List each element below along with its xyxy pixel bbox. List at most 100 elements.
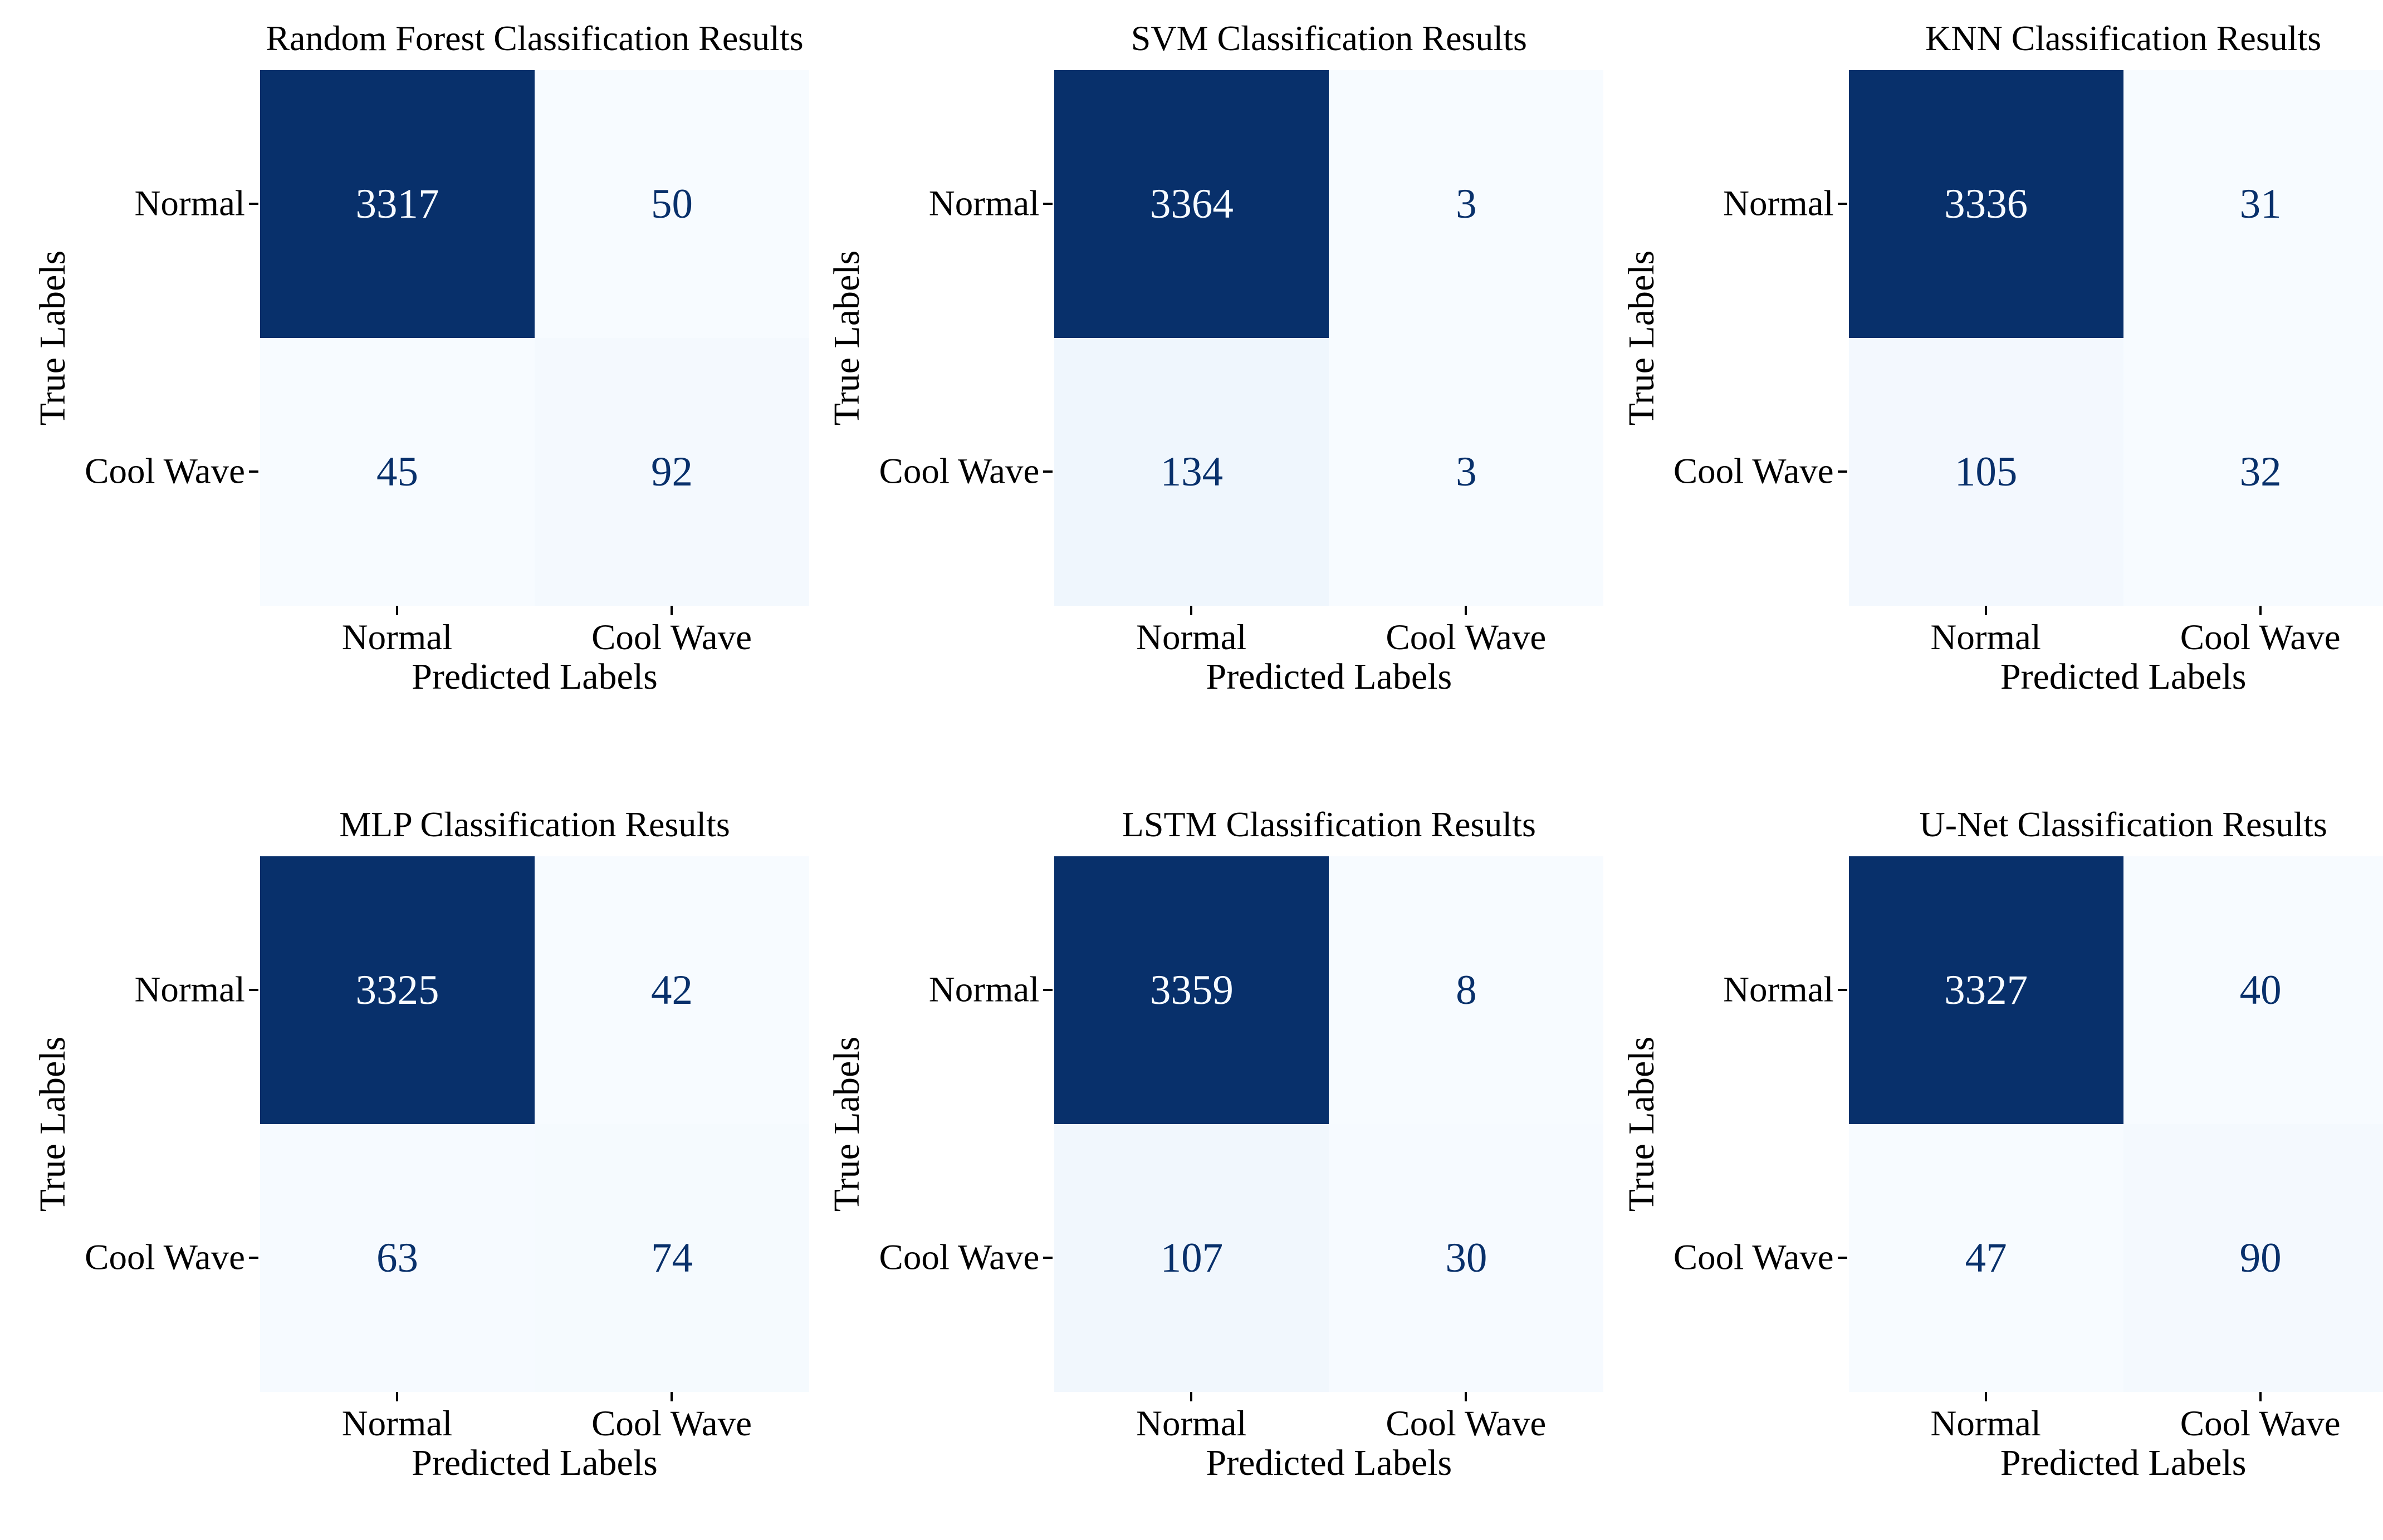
cell-true-normal-pred-coolwave: 8: [1329, 856, 1604, 1124]
cell-value: 3336: [1944, 180, 2028, 227]
cell-value: 32: [2239, 448, 2282, 495]
cell-true-normal-pred-coolwave: 3: [1329, 70, 1604, 338]
y-tick-mark: [1043, 470, 1053, 473]
y-tick-mark: [1043, 1257, 1053, 1259]
x-tick-mark: [1465, 1392, 1467, 1401]
y-axis-label: True Labels: [826, 1036, 868, 1212]
cell-value: 3: [1456, 448, 1477, 495]
heatmap: 3327 40 47 90: [1848, 856, 2383, 1392]
y-tick-label-normal: Normal: [928, 969, 1040, 1010]
subplot-lstm: LSTM Classification Results True Labels …: [816, 754, 1604, 1483]
cell-value: 31: [2239, 180, 2282, 227]
x-tick-label-cool-wave: Cool Wave: [1386, 617, 1547, 658]
x-tick-mark: [1465, 606, 1467, 615]
y-tick-label-cool-wave: Cool Wave: [85, 1237, 245, 1278]
y-tick-mark: [1837, 989, 1847, 991]
subplot-title: LSTM Classification Results: [1122, 805, 1536, 844]
y-tick-label-normal: Normal: [1723, 969, 1834, 1010]
y-axis-label: True Labels: [1621, 1036, 1662, 1212]
confusion-matrix-figure: Random Forest Classification Results Tru…: [22, 9, 2383, 1483]
x-tick-mark: [1984, 606, 1987, 615]
x-tick-label-normal: Normal: [1136, 617, 1247, 658]
y-axis-label: True Labels: [32, 250, 73, 426]
x-tick-mark: [396, 606, 398, 615]
subplot-random-forest: Random Forest Classification Results Tru…: [22, 9, 809, 736]
cell-value: 74: [651, 1234, 693, 1281]
cell-true-coolwave-pred-normal: 47: [1848, 1124, 2123, 1392]
x-tick-mark: [2259, 606, 2262, 615]
subplot-title: MLP Classification Results: [339, 805, 730, 844]
cell-true-coolwave-pred-normal: 134: [1054, 338, 1329, 606]
heatmap: 3359 8 107 30: [1054, 856, 1604, 1392]
cell-true-normal-pred-coolwave: 42: [535, 856, 809, 1124]
cell-true-normal-pred-normal: 3325: [260, 856, 535, 1124]
y-tick-mark: [249, 470, 258, 473]
cell-true-normal-pred-normal: 3364: [1054, 70, 1329, 338]
y-tick-mark: [249, 989, 258, 991]
y-tick-label-cool-wave: Cool Wave: [1673, 451, 1834, 492]
heatmap: 3336 31 105 32: [1848, 70, 2383, 606]
y-tick-label-cool-wave: Cool Wave: [1673, 1237, 1834, 1278]
x-tick-label-normal: Normal: [1930, 1404, 2041, 1444]
y-tick-label-cool-wave: Cool Wave: [85, 451, 245, 492]
cell-value: 8: [1456, 967, 1477, 1013]
y-axis-label: True Labels: [1621, 250, 1662, 426]
cell-value: 45: [376, 448, 418, 495]
cell-true-normal-pred-coolwave: 40: [2123, 856, 2383, 1124]
cell-value: 92: [651, 448, 693, 495]
cell-true-coolwave-pred-coolwave: 90: [2123, 1124, 2383, 1392]
y-tick-label-cool-wave: Cool Wave: [879, 1237, 1040, 1278]
y-tick-label-normal: Normal: [134, 969, 245, 1010]
y-tick-label-cool-wave: Cool Wave: [879, 451, 1040, 492]
subplot-knn: KNN Classification Results True Labels N…: [1611, 9, 2383, 736]
cell-true-coolwave-pred-coolwave: 3: [1329, 338, 1604, 606]
subplot-title: U-Net Classification Results: [1919, 805, 2327, 844]
x-axis-label: Predicted Labels: [1206, 656, 1452, 697]
cell-true-coolwave-pred-coolwave: 74: [535, 1124, 809, 1392]
x-tick-label-normal: Normal: [341, 617, 453, 658]
subplot-unet: U-Net Classification Results True Labels…: [1611, 754, 2383, 1483]
x-tick-label-cool-wave: Cool Wave: [1386, 1404, 1547, 1444]
cell-value: 40: [2239, 967, 2282, 1013]
cell-value: 134: [1160, 448, 1224, 495]
x-tick-mark: [1984, 1392, 1987, 1401]
x-tick-mark: [1190, 606, 1193, 615]
heatmap: 3325 42 63 74: [260, 856, 809, 1392]
x-tick-mark: [671, 1392, 673, 1401]
cell-true-coolwave-pred-normal: 107: [1054, 1124, 1329, 1392]
subplot-mlp: MLP Classification Results True Labels N…: [22, 754, 809, 1483]
y-tick-label-normal: Normal: [1723, 183, 1834, 224]
y-tick-mark: [1837, 203, 1847, 205]
cell-value: 105: [1954, 448, 2018, 495]
cell-value: 3325: [355, 967, 439, 1013]
x-axis-label: Predicted Labels: [412, 1443, 658, 1483]
cell-true-coolwave-pred-normal: 63: [260, 1124, 535, 1392]
cell-value: 47: [1965, 1234, 2007, 1281]
cell-value: 3327: [1944, 967, 2028, 1013]
x-tick-label-cool-wave: Cool Wave: [591, 1404, 752, 1444]
cell-true-normal-pred-normal: 3317: [260, 70, 535, 338]
cell-value: 63: [376, 1234, 418, 1281]
cell-value: 42: [651, 967, 693, 1013]
subplot-title: SVM Classification Results: [1131, 18, 1527, 58]
x-tick-label-cool-wave: Cool Wave: [2180, 1404, 2341, 1444]
cell-value: 3359: [1149, 967, 1234, 1013]
x-tick-label-cool-wave: Cool Wave: [591, 617, 752, 658]
cell-value: 3364: [1149, 180, 1234, 227]
cell-true-normal-pred-normal: 3336: [1848, 70, 2123, 338]
y-tick-mark: [249, 1257, 258, 1259]
x-tick-mark: [396, 1392, 398, 1401]
y-tick-mark: [1837, 470, 1847, 473]
x-tick-label-normal: Normal: [341, 1404, 453, 1444]
y-tick-label-normal: Normal: [928, 183, 1040, 224]
y-tick-mark: [1837, 1257, 1847, 1259]
x-tick-mark: [671, 606, 673, 615]
y-axis-label: True Labels: [32, 1036, 73, 1212]
x-axis-label: Predicted Labels: [2000, 1443, 2247, 1483]
y-tick-mark: [1043, 203, 1053, 205]
cell-value: 3: [1456, 180, 1477, 227]
subplot-svm: SVM Classification Results True Labels N…: [816, 9, 1604, 736]
cell-true-coolwave-pred-coolwave: 32: [2123, 338, 2383, 606]
cell-value: 50: [651, 180, 693, 227]
cell-true-coolwave-pred-normal: 45: [260, 338, 535, 606]
